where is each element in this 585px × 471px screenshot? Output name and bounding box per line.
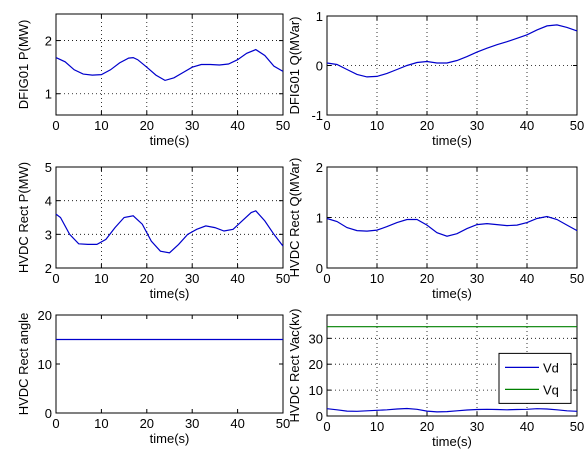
- x-tick-label: 30: [185, 271, 199, 286]
- x-tick-label: 20: [140, 416, 154, 431]
- y-axis-label: HVDC Rect Vac(kv): [287, 309, 302, 423]
- subplot-4: 0 10 20 30 40 50 0 1 2 time(s) HVDC Rect Q(MVar): [287, 158, 584, 301]
- x-tick-label: 40: [520, 271, 534, 286]
- legend-label: Vd: [543, 360, 559, 375]
- y-tick-label: 2: [316, 160, 323, 175]
- x-tick-label: 0: [323, 271, 330, 286]
- plot-area: [55, 13, 284, 116]
- legend: [498, 352, 572, 404]
- y-tick-label: 5: [45, 160, 52, 175]
- y-tick-label: 0: [45, 406, 52, 421]
- x-tick-label: 40: [520, 419, 534, 434]
- x-tick-label: 50: [276, 118, 290, 133]
- y-axis-label: HVDC Rect P(MW): [16, 162, 31, 273]
- subplot-3: 0 10 20 30 40 50 2 3 4 5 time(s) HVDC Rect P(MW): [16, 160, 290, 301]
- y-tick-label: -1: [311, 108, 323, 123]
- x-tick-label: 20: [140, 271, 154, 286]
- y-tick-label: 0: [316, 59, 323, 74]
- x-tick-label: 50: [276, 416, 290, 431]
- x-tick-label: 30: [185, 416, 199, 431]
- x-axis-label: time(s): [150, 431, 190, 446]
- y-axis-label: DFIG01 Q(MVar): [287, 17, 302, 115]
- x-tick-label: 50: [276, 271, 290, 286]
- y-tick-label: 0: [316, 409, 323, 424]
- y-tick-label: 10: [309, 383, 323, 398]
- y-tick-label: 1: [316, 211, 323, 226]
- x-axis-label: time(s): [150, 133, 190, 148]
- y-tick-label: 10: [38, 357, 52, 372]
- x-tick-label: 50: [570, 419, 584, 434]
- y-axis-label: HVDC Rect angle: [16, 313, 31, 416]
- y-axis-label: HVDC Rect Q(MVar): [287, 158, 302, 278]
- y-axis-label: DFIG01 P(MW): [16, 20, 31, 110]
- x-tick-label: 20: [140, 118, 154, 133]
- x-tick-label: 10: [94, 118, 108, 133]
- x-tick-label: 40: [230, 271, 244, 286]
- y-tick-label: 20: [38, 308, 52, 323]
- x-tick-label: 10: [370, 271, 384, 286]
- x-tick-label: 20: [420, 419, 434, 434]
- plot-area: [55, 314, 284, 414]
- x-tick-label: 40: [230, 118, 244, 133]
- y-tick-label: 1: [316, 9, 323, 24]
- x-tick-label: 10: [370, 419, 384, 434]
- series-line-1: [55, 210, 284, 254]
- x-tick-label: 30: [470, 271, 484, 286]
- y-tick-label: 20: [309, 357, 323, 372]
- x-tick-label: 20: [420, 118, 434, 133]
- x-tick-label: 0: [323, 419, 330, 434]
- x-tick-label: 40: [230, 416, 244, 431]
- y-tick-label: 0: [316, 261, 323, 276]
- legend-label: Vq: [543, 382, 559, 397]
- x-tick-label: 0: [52, 271, 59, 286]
- x-tick-label: 10: [94, 416, 108, 431]
- x-tick-label: 0: [52, 416, 59, 431]
- subplot-1: 0 10 20 30 40 50 1 2 time(s) DFIG01 P(MW): [16, 13, 290, 148]
- x-tick-label: 0: [323, 118, 330, 133]
- x-tick-label: 30: [470, 118, 484, 133]
- x-tick-label: 30: [185, 118, 199, 133]
- series-line-vd: [326, 407, 578, 413]
- series-line-1: [326, 24, 578, 78]
- x-axis-label: time(s): [432, 133, 472, 148]
- x-axis-label: time(s): [432, 434, 472, 449]
- x-axis-label: time(s): [150, 286, 190, 301]
- y-tick-label: 4: [45, 194, 52, 209]
- x-tick-label: 50: [570, 118, 584, 133]
- y-tick-label: 2: [45, 261, 52, 276]
- x-tick-label: 40: [520, 118, 534, 133]
- x-tick-label: 50: [570, 271, 584, 286]
- x-tick-label: 30: [470, 419, 484, 434]
- y-tick-label: 30: [309, 331, 323, 346]
- y-tick-label: 3: [45, 227, 52, 242]
- y-tick-label: 1: [45, 87, 52, 102]
- series-line-1: [326, 215, 578, 237]
- x-axis-label: time(s): [432, 286, 472, 301]
- x-tick-label: 10: [370, 118, 384, 133]
- x-tick-label: 0: [52, 118, 59, 133]
- x-tick-label: 10: [94, 271, 108, 286]
- series-line-1: [55, 48, 284, 82]
- y-tick-label: 2: [45, 34, 52, 49]
- x-tick-label: 20: [420, 271, 434, 286]
